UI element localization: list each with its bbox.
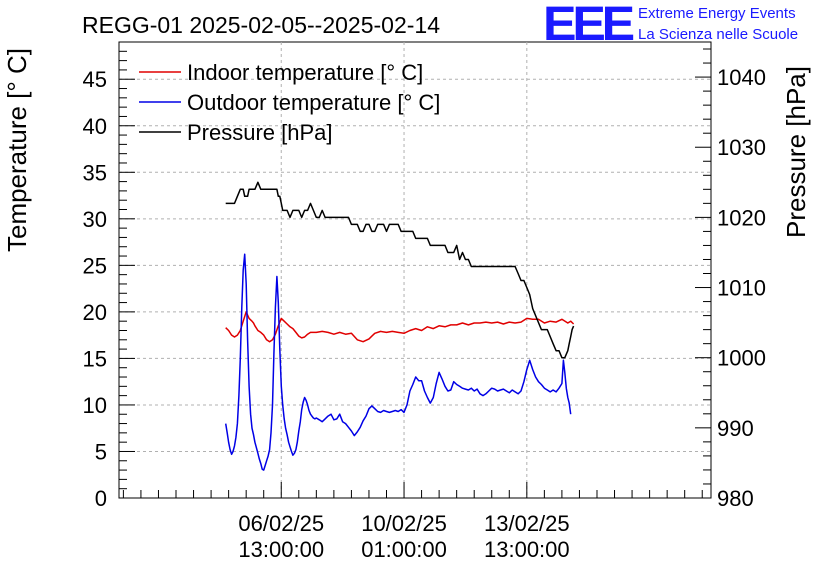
tick-label-left: 0 [95, 486, 107, 511]
tick-label-right: 1040 [717, 65, 766, 90]
tick-label-left: 10 [83, 393, 107, 418]
tick-label-x-date: 13/02/25 [484, 511, 570, 536]
tick-label-right: 1000 [717, 346, 766, 371]
legend-label-pressure: Pressure [hPa] [187, 120, 333, 145]
grid [119, 42, 711, 498]
tick-label-right: 1020 [717, 205, 766, 230]
series-layer [224, 181, 575, 471]
tick-label-x-date: 10/02/25 [361, 511, 447, 536]
tick-label-right: 980 [717, 486, 754, 511]
ticks: 0 5 10 15 20 25 30 35 40 45 980 990 1000 1010 1020 1030… [83, 41, 766, 562]
tick-label-right: 990 [717, 416, 754, 441]
tick-label-x-time: 13:00:00 [484, 537, 570, 562]
series-outdoor-temperature [224, 253, 572, 471]
tick-label-x-date: 06/02/25 [238, 511, 324, 536]
tick-label-left: 30 [83, 207, 107, 232]
eee-brand-line2: La Scienza nelle Scuole [638, 26, 798, 43]
tick-label-left: 40 [83, 114, 107, 139]
plot-frame [118, 41, 712, 499]
eee-logo: EEE [543, 0, 634, 51]
eee-brand-line1: Extreme Energy Events [638, 5, 796, 22]
tick-label-right: 1030 [717, 135, 766, 160]
tick-label-x-time: 13:00:00 [238, 537, 324, 562]
tick-label-left: 5 [95, 439, 107, 464]
tick-label-left: 25 [83, 253, 107, 278]
y-axis-right-label: Pressure [hPa] [781, 66, 811, 238]
tick-label-left: 35 [83, 160, 107, 185]
series-indoor-temperature [225, 311, 575, 343]
legend-label-indoor: Indoor temperature [° C] [187, 60, 423, 85]
legend: Indoor temperature [° C] Outdoor tempera… [139, 60, 440, 145]
series-pressure [225, 181, 575, 359]
y-axis-left-label: Temperature [° C] [2, 48, 32, 252]
chart-title: REGG-01 2025-02-05--2025-02-14 [82, 12, 440, 38]
legend-label-outdoor: Outdoor temperature [° C] [187, 90, 440, 115]
tick-label-left: 15 [83, 346, 107, 371]
tick-label-x-time: 01:00:00 [361, 537, 447, 562]
tick-label-left: 45 [83, 67, 107, 92]
tick-label-right: 1010 [717, 276, 766, 301]
tick-label-left: 20 [83, 300, 107, 325]
